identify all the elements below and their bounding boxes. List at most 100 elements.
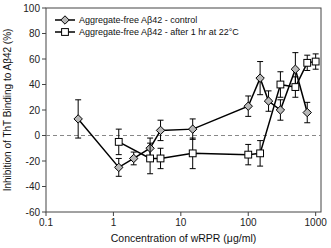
error-bar-cap xyxy=(277,71,283,72)
error-bar-cap xyxy=(158,120,164,121)
error-bar-cap xyxy=(304,122,310,123)
y-tick xyxy=(42,161,46,162)
point xyxy=(264,97,272,105)
error-bar-cap xyxy=(257,140,263,141)
y-tick-label: 20 xyxy=(29,105,41,116)
chart: -60-40-200204060801000.11101001000Concen… xyxy=(0,0,331,248)
error-bar-cap xyxy=(292,97,298,98)
error-bar-cap xyxy=(190,118,196,119)
reference-line xyxy=(46,135,321,136)
y-tick-label: 0 xyxy=(34,130,40,141)
point xyxy=(304,59,311,66)
y-tick-label: 100 xyxy=(23,3,40,14)
y-tick xyxy=(42,33,46,34)
series-line xyxy=(78,69,307,167)
error-bar xyxy=(292,77,298,97)
x-tick-label: 1 xyxy=(111,217,117,228)
legend: Aggregate-free Aβ42 - controlAggregate-f… xyxy=(52,11,242,41)
series-line xyxy=(119,62,316,159)
point xyxy=(157,155,164,162)
error-bar-cap xyxy=(158,168,164,169)
error-bar-cap xyxy=(257,94,263,95)
error-bar-cap xyxy=(292,76,298,77)
error-bar-cap xyxy=(304,55,310,56)
error-bar xyxy=(304,55,310,70)
y-tick-label: 80 xyxy=(29,28,41,39)
y-tick xyxy=(42,84,46,85)
point xyxy=(74,115,82,123)
error-bar-cap xyxy=(292,52,298,53)
error-bar-cap xyxy=(313,53,319,54)
point xyxy=(303,108,311,116)
error-bar-cap xyxy=(277,120,283,121)
legend-background xyxy=(52,11,242,41)
x-tick xyxy=(113,212,114,216)
x-tick-label: 100 xyxy=(240,217,257,228)
error-bar xyxy=(245,144,251,164)
y-tick xyxy=(42,59,46,60)
y-tick xyxy=(42,8,46,9)
error-bar-cap xyxy=(304,102,310,103)
y-tick-label: 40 xyxy=(29,79,41,90)
error-bar xyxy=(190,138,196,169)
error-bar-cap xyxy=(158,148,164,149)
error-bar-cap xyxy=(190,168,196,169)
error-bar-cap xyxy=(116,129,122,130)
legend-marker xyxy=(62,29,69,36)
y-tick-label: -20 xyxy=(26,156,41,167)
point xyxy=(276,106,284,114)
error-bar-cap xyxy=(131,164,137,165)
series xyxy=(74,53,311,177)
error-bar-cap xyxy=(75,138,81,139)
x-tick xyxy=(180,212,181,216)
legend-label: Aggregate-free Aβ42 - control xyxy=(79,15,197,25)
point xyxy=(257,150,264,157)
x-tick xyxy=(46,212,47,216)
y-tick xyxy=(42,110,46,111)
y-tick xyxy=(42,186,46,187)
point xyxy=(130,154,138,162)
error-bar xyxy=(116,129,122,155)
error-bar-cap xyxy=(245,95,251,96)
error-bar-cap xyxy=(75,99,81,100)
point xyxy=(189,150,196,157)
error-bar-cap xyxy=(266,90,272,91)
error-bar xyxy=(147,143,153,174)
error-bar-cap xyxy=(147,143,153,144)
error-bar-cap xyxy=(245,164,251,165)
legend-marker xyxy=(61,16,69,24)
x-tick xyxy=(248,212,249,216)
error-bar-cap xyxy=(190,138,196,139)
error-bar xyxy=(313,54,319,69)
y-tick xyxy=(42,135,46,136)
error-bar-cap xyxy=(158,140,164,141)
y-tick-label: -60 xyxy=(26,207,41,218)
y-tick-label: 60 xyxy=(29,54,41,65)
point xyxy=(292,84,299,91)
x-tick-label: 0.1 xyxy=(39,217,53,228)
y-axis-label: Inhibition of ThT Binding to Aβ42 (%) xyxy=(2,29,13,192)
error-bar-cap xyxy=(313,69,319,70)
error-bar-cap xyxy=(257,166,263,167)
y-tick-label: -40 xyxy=(26,181,41,192)
point xyxy=(115,138,122,145)
error-bar-cap xyxy=(277,99,283,100)
error-bar-cap xyxy=(304,70,310,71)
point xyxy=(245,151,252,158)
error-bar xyxy=(257,141,263,167)
series xyxy=(115,54,319,174)
error-bar-cap xyxy=(116,154,122,155)
error-bar-cap xyxy=(257,61,263,62)
error-bar-cap xyxy=(147,173,153,174)
y-tick xyxy=(42,212,46,213)
point xyxy=(156,126,164,134)
error-bar-cap xyxy=(245,144,251,145)
error-bar-cap xyxy=(116,158,122,159)
point xyxy=(189,125,197,133)
x-axis-label: Concentration of wRPR (μg/ml) xyxy=(111,232,257,244)
plot-area xyxy=(46,53,321,177)
point xyxy=(115,163,123,171)
point xyxy=(244,102,252,110)
x-tick xyxy=(315,212,316,216)
point xyxy=(291,65,299,73)
